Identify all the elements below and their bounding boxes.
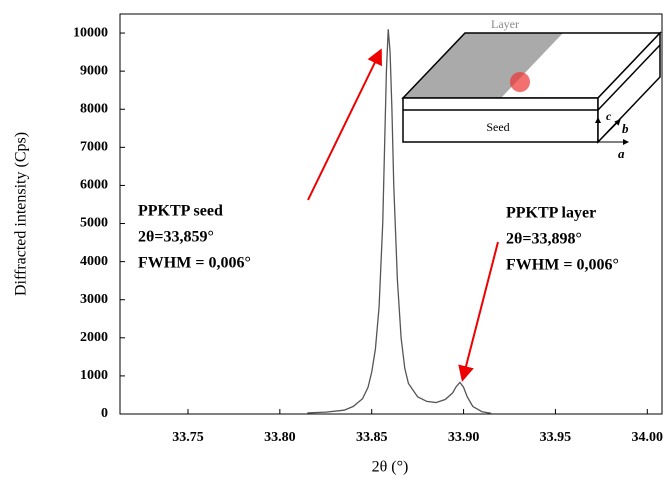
annotation: FWHM = 0,006° (138, 255, 251, 272)
inset-label: a (618, 146, 625, 161)
arrow (458, 241, 499, 382)
annotation: PPKTP layer (506, 205, 596, 222)
x-tick-label: 33.95 (540, 430, 572, 445)
y-tick-label: 7000 (80, 140, 108, 155)
annotation: PPKTP seed (138, 203, 223, 220)
y-tick-label: 1000 (80, 368, 108, 383)
y-tick-label: 6000 (80, 178, 108, 193)
y-tick-label: 9000 (80, 63, 108, 78)
annotation: 2θ=33,898° (506, 231, 582, 248)
inset-label: Seed (486, 120, 509, 134)
plot-frame (119, 13, 663, 415)
x-tick-label: 34.00 (632, 430, 664, 445)
inset (401, 31, 662, 145)
arrow (307, 48, 382, 201)
data-line (307, 29, 492, 414)
annotation: 2θ=33,859° (138, 229, 214, 246)
x-tick-label: 33.80 (264, 430, 296, 445)
y-tick-label: 4000 (80, 254, 108, 269)
annotation: FWHM = 0,006° (506, 257, 619, 274)
y-tick-label: 5000 (80, 216, 108, 231)
y-tick-label: 2000 (80, 330, 108, 345)
x-tick-label: 33.85 (356, 430, 388, 445)
inset-label: Layer (491, 17, 519, 31)
y-tick-label: 0 (101, 406, 108, 421)
x-tick-label: 33.75 (172, 430, 204, 445)
inset-label: b (622, 121, 629, 136)
y-tick-label: 3000 (80, 292, 108, 307)
y-tick-label: 10000 (73, 25, 108, 40)
y-tick-label: 8000 (80, 101, 108, 116)
x-axis-label: 2θ (°) (372, 459, 409, 476)
inset-label: c (606, 109, 612, 123)
y-axis-label: Diffracted intensity (Cps) (13, 132, 30, 296)
x-tick-label: 33.90 (448, 430, 480, 445)
